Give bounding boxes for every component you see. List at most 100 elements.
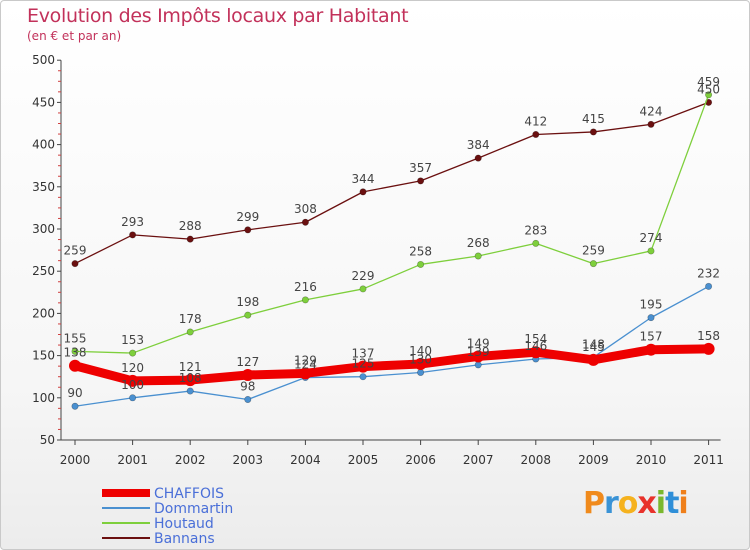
- x-tick-label: 2006: [405, 453, 436, 467]
- data-label: 125: [352, 357, 375, 371]
- data-point: [301, 218, 309, 226]
- data-label: 137: [352, 347, 375, 361]
- data-point: [244, 395, 252, 403]
- data-label: 153: [121, 333, 144, 347]
- data-point: [417, 260, 425, 268]
- data-point: [357, 360, 369, 373]
- data-point: [71, 347, 79, 355]
- series-chaffois: [69, 342, 715, 387]
- data-point: [414, 358, 427, 371]
- data-label: 357: [409, 161, 432, 175]
- data-label: 274: [640, 231, 663, 245]
- legend-label: CHAFFOIS: [154, 486, 224, 502]
- y-tick-label: 150: [32, 349, 55, 363]
- data-point: [705, 282, 713, 290]
- series-line: [74, 94, 710, 354]
- x-tick-label: 2002: [175, 453, 206, 467]
- x-tick-label: 2011: [693, 453, 724, 467]
- y-tick-label: 350: [32, 180, 55, 194]
- data-point: [129, 231, 137, 239]
- data-label: 344: [352, 172, 375, 186]
- data-label: 127: [236, 355, 259, 369]
- data-label: 148: [582, 337, 605, 351]
- data-point: [532, 130, 540, 138]
- data-label: 308: [294, 202, 317, 216]
- data-label: 120: [121, 361, 144, 375]
- logo-letter: x: [637, 486, 656, 521]
- data-point: [186, 387, 194, 395]
- x-tick-label: 2010: [636, 453, 667, 467]
- data-point: [705, 91, 713, 99]
- x-tick-label: 2007: [463, 453, 494, 467]
- data-label: 459: [697, 75, 720, 89]
- series-houtaud: [71, 91, 713, 357]
- data-point: [474, 361, 482, 369]
- y-tick-label: 300: [32, 222, 55, 236]
- y-tick-label: 400: [32, 138, 55, 152]
- series-bannans: [71, 98, 713, 268]
- data-label: 424: [640, 104, 663, 118]
- data-label: 299: [236, 210, 259, 224]
- data-point: [589, 260, 597, 268]
- x-tick-label: 2009: [578, 453, 609, 467]
- logo-letter: o: [617, 486, 639, 521]
- data-point: [472, 350, 485, 363]
- data-label: 129: [294, 353, 317, 367]
- data-point: [647, 314, 655, 322]
- series-line: [74, 101, 710, 265]
- data-label: 146: [524, 339, 547, 353]
- data-label: 121: [179, 360, 202, 374]
- data-label: 154: [524, 332, 547, 346]
- x-tick-label: 2008: [521, 453, 552, 467]
- data-point: [647, 120, 655, 128]
- data-label: 195: [640, 298, 663, 312]
- data-label: 138: [64, 346, 87, 360]
- data-label: 155: [64, 331, 87, 345]
- data-label: 139: [467, 345, 490, 359]
- data-label: 384: [467, 138, 490, 152]
- data-point: [69, 359, 81, 372]
- data-point: [186, 235, 194, 243]
- data-point: [359, 373, 367, 381]
- series-dommartin: [71, 282, 713, 410]
- logo-letter: r: [604, 486, 619, 521]
- data-label: 229: [352, 269, 375, 283]
- x-tick-label: 2001: [117, 453, 148, 467]
- data-point: [71, 260, 79, 268]
- data-label: 130: [409, 352, 432, 366]
- data-label: 98: [240, 379, 255, 393]
- series-line: [74, 285, 710, 407]
- logo-letter: P: [583, 486, 605, 521]
- data-point: [702, 342, 715, 355]
- data-point: [645, 343, 657, 356]
- y-tick-label: 100: [32, 391, 55, 405]
- data-label: 232: [697, 266, 720, 280]
- data-label: 124: [294, 358, 317, 372]
- data-label: 140: [409, 344, 432, 358]
- logo-letter: i: [655, 486, 666, 521]
- data-label: 178: [179, 312, 202, 326]
- data-label: 100: [121, 378, 144, 392]
- legend-label: Bannans: [154, 531, 215, 547]
- data-label: 157: [640, 330, 663, 344]
- logo-letter: i: [678, 486, 688, 521]
- data-point: [647, 247, 655, 255]
- y-tick-label: 50: [40, 433, 55, 447]
- data-point: [186, 328, 194, 336]
- data-point: [587, 353, 600, 366]
- data-point: [359, 285, 367, 293]
- data-label: 259: [582, 244, 605, 258]
- data-label: 415: [582, 112, 605, 126]
- data-label: 268: [467, 236, 490, 250]
- data-point: [417, 368, 425, 376]
- x-tick-label: 2003: [233, 453, 264, 467]
- data-point: [241, 369, 254, 382]
- data-point: [184, 374, 197, 387]
- data-label: 283: [524, 223, 547, 237]
- legend-label: Houtaud: [154, 516, 214, 532]
- data-label: 259: [64, 244, 87, 258]
- legend-item-houtaud: Houtaud: [102, 516, 214, 532]
- chart-subtitle: (en € et par an): [27, 29, 122, 43]
